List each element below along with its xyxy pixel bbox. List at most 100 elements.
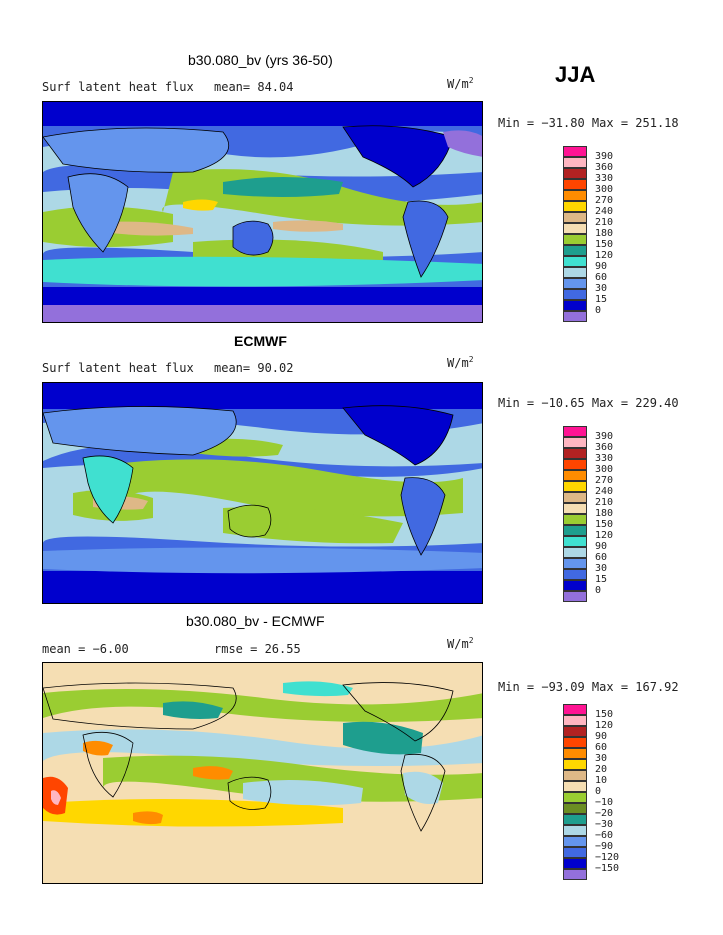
colorbar-label: 30 [595, 563, 608, 574]
colorbar-swatch [563, 146, 587, 157]
colorbar-label: −120 [595, 852, 620, 863]
colorbar-swatch [563, 737, 587, 748]
colorbar-swatch [563, 569, 587, 580]
colorbar-swatch [563, 481, 587, 492]
colorbar-label: −30 [595, 819, 614, 830]
colorbar-swatch [563, 514, 587, 525]
panel-3-map [42, 662, 483, 884]
colorbar-label: 180 [595, 508, 614, 519]
colorbar-label: 330 [595, 453, 614, 464]
colorbar-label: 120 [595, 530, 614, 541]
colorbar-swatch [563, 426, 587, 437]
colorbar-swatch [563, 267, 587, 278]
colorbar-label: 90 [595, 261, 608, 272]
colorbar-swatch [563, 492, 587, 503]
colorbar-label: 60 [595, 272, 608, 283]
colorbar-swatch [563, 814, 587, 825]
colorbar-swatch [563, 536, 587, 547]
colorbar-swatch [563, 715, 587, 726]
colorbar-swatch [563, 704, 587, 715]
colorbar-swatch [563, 792, 587, 803]
colorbar-swatch [563, 759, 587, 770]
colorbar-label: −60 [595, 830, 614, 841]
colorbar-swatch [563, 580, 587, 591]
colorbar-label: 150 [595, 709, 614, 720]
colorbar-swatch [563, 157, 587, 168]
colorbar-swatch [563, 448, 587, 459]
colorbar-swatch [563, 803, 587, 814]
colorbar-swatch [563, 558, 587, 569]
colorbar-label: −20 [595, 808, 614, 819]
colorbar-label: 15 [595, 294, 608, 305]
colorbar-swatch [563, 781, 587, 792]
colorbar-label: 60 [595, 552, 608, 563]
colorbar-swatch [563, 234, 587, 245]
panel-1-title: b30.080_bv (yrs 36-50) [188, 52, 333, 68]
colorbar-swatch [563, 289, 587, 300]
colorbar-label: 30 [595, 283, 608, 294]
panel-3-units: W/m2 [447, 636, 474, 651]
colorbar-swatch [563, 300, 587, 311]
colorbar-label: 120 [595, 720, 614, 731]
colorbar-label: 300 [595, 464, 614, 475]
panel-1-mean-label: mean= 84.04 [214, 80, 294, 94]
panel-2-title: ECMWF [234, 333, 287, 349]
colorbar-swatch [563, 437, 587, 448]
colorbar-label: 0 [595, 305, 602, 316]
colorbar-label: 330 [595, 173, 614, 184]
colorbar-label: 360 [595, 162, 614, 173]
colorbar-label: 150 [595, 239, 614, 250]
panel-3-mean-label: mean = −6.00 [42, 642, 129, 656]
panel-3-title: b30.080_bv - ECMWF [186, 613, 325, 629]
colorbar-swatch [563, 858, 587, 869]
colorbar-label: −150 [595, 863, 620, 874]
colorbar-swatch [563, 190, 587, 201]
colorbar-label: 120 [595, 250, 614, 261]
colorbar-swatch [563, 223, 587, 234]
colorbar-swatch [563, 748, 587, 759]
panel-2-map [42, 382, 483, 604]
colorbar-label: 240 [595, 486, 614, 497]
colorbar-swatch [563, 547, 587, 558]
colorbar-swatch [563, 726, 587, 737]
panel-3-rmse-label: rmse = 26.55 [214, 642, 301, 656]
panel-2-variable-label: Surf latent heat flux [42, 361, 194, 375]
colorbar-swatch [563, 591, 587, 602]
colorbar-label: 10 [595, 775, 608, 786]
season-label: JJA [555, 62, 596, 87]
colorbar-swatch [563, 278, 587, 289]
colorbar-label: 390 [595, 151, 614, 162]
colorbar-label: 90 [595, 541, 608, 552]
colorbar-swatch [563, 525, 587, 536]
panel-3-minmax: Min = −93.09 Max = 167.92 [498, 680, 679, 694]
panel-2-units: W/m2 [447, 355, 474, 370]
panel-1-minmax: Min = −31.80 Max = 251.18 [498, 116, 679, 130]
colorbar-label: 60 [595, 742, 608, 753]
colorbar-swatch [563, 459, 587, 470]
colorbar-label: 390 [595, 431, 614, 442]
colorbar-swatch [563, 256, 587, 267]
colorbar-label: −90 [595, 841, 614, 852]
colorbar-label: 0 [595, 585, 602, 596]
colorbar-label: 270 [595, 195, 614, 206]
panel-1-map [42, 101, 483, 323]
colorbar-swatch [563, 168, 587, 179]
colorbar-label: 360 [595, 442, 614, 453]
colorbar-swatch [563, 836, 587, 847]
panel-1-variable-label: Surf latent heat flux [42, 80, 194, 94]
colorbar-label: 210 [595, 497, 614, 508]
colorbar-swatch [563, 245, 587, 256]
colorbar-swatch [563, 770, 587, 781]
colorbar-swatch [563, 869, 587, 880]
colorbar-label: 240 [595, 206, 614, 217]
colorbar-swatch [563, 503, 587, 514]
colorbar-swatch [563, 212, 587, 223]
panel-2-mean-label: mean= 90.02 [214, 361, 294, 375]
colorbar-label: 180 [595, 228, 614, 239]
colorbar-label: 0 [595, 786, 602, 797]
colorbar-label: 20 [595, 764, 608, 775]
colorbar-swatch [563, 825, 587, 836]
colorbar-label: 90 [595, 731, 608, 742]
colorbar-swatch [563, 201, 587, 212]
colorbar-label: 30 [595, 753, 608, 764]
